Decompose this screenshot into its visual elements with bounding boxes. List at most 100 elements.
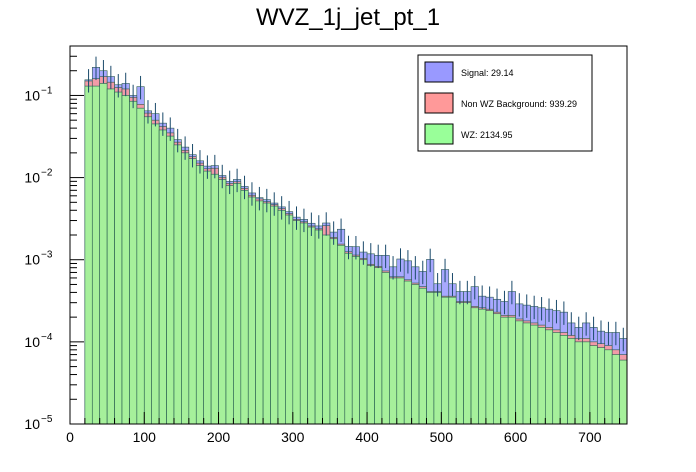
bar-wz xyxy=(166,135,175,425)
bar-wz xyxy=(589,345,598,425)
y-tick-exponent: −2 xyxy=(41,168,53,179)
legend-label: Signal: 29.14 xyxy=(461,68,514,78)
bar-wz xyxy=(485,310,494,425)
bar-wz xyxy=(493,313,502,425)
y-tick-exponent: −5 xyxy=(41,414,53,425)
bar-wz xyxy=(351,256,360,425)
bar-wz xyxy=(233,183,242,425)
bar-wz xyxy=(195,165,204,425)
bar-wz xyxy=(381,272,390,425)
x-tick-label: 700 xyxy=(578,429,602,445)
bar-wz xyxy=(559,335,568,425)
bar-wz xyxy=(500,316,509,425)
bar-wz xyxy=(389,277,398,425)
bar-wz xyxy=(403,280,412,425)
bar-wz xyxy=(322,234,331,425)
bar-wz xyxy=(470,307,479,425)
bar-wz xyxy=(433,292,442,425)
bar-wz xyxy=(545,329,554,425)
bar-wz xyxy=(411,284,420,425)
bar-wz xyxy=(530,324,539,425)
bar-wz xyxy=(285,214,294,425)
bar-wz xyxy=(307,226,316,425)
bar-wz xyxy=(225,185,234,425)
bar-wz xyxy=(344,252,353,425)
bar-wz xyxy=(218,179,227,425)
bar-wz xyxy=(418,287,427,425)
y-axis: 10−510−410−310−210−1 xyxy=(24,45,84,432)
bar-wz xyxy=(567,338,576,425)
bar-wz xyxy=(478,308,487,425)
bar-wz xyxy=(552,332,561,425)
bar-wz xyxy=(329,238,338,425)
bar-wz xyxy=(604,349,613,425)
y-tick-label: 10 xyxy=(24,334,40,350)
bar-wz xyxy=(106,88,115,425)
bar-wz xyxy=(143,116,152,425)
bar-wz xyxy=(337,244,346,425)
x-tick-label: 300 xyxy=(281,429,305,445)
bar-wz xyxy=(463,302,472,425)
bar-wz xyxy=(270,205,279,425)
bar-wz xyxy=(396,277,405,425)
bar-wz xyxy=(582,341,591,425)
bar-wz xyxy=(359,259,368,425)
bar-wz xyxy=(366,265,375,425)
bar-wz xyxy=(136,107,145,425)
y-tick-label: 10 xyxy=(24,416,40,432)
legend-label: WZ: 2134.95 xyxy=(461,130,513,140)
y-tick-label: 10 xyxy=(24,170,40,186)
bar-wz xyxy=(299,222,308,425)
bar-wz xyxy=(247,196,256,425)
bar-wz xyxy=(129,100,138,425)
bar-wz xyxy=(240,190,249,425)
x-tick-label: 200 xyxy=(207,429,231,445)
bar-wz xyxy=(210,173,219,425)
y-tick-exponent: −1 xyxy=(41,85,53,96)
x-axis: 0 100 200 300 400 500 600 700 xyxy=(66,412,621,445)
bar-wz xyxy=(203,170,212,425)
legend-swatch xyxy=(424,92,454,114)
bar-wz xyxy=(448,296,457,425)
bar-wz xyxy=(574,341,583,425)
bar-wz xyxy=(537,327,546,425)
x-tick-label: 400 xyxy=(355,429,379,445)
bar-wz xyxy=(426,292,435,425)
bar-wz xyxy=(292,220,301,425)
y-tick-exponent: −4 xyxy=(41,332,53,343)
bar-wz xyxy=(121,95,130,425)
bar-wz xyxy=(277,209,286,425)
bar-wz xyxy=(91,85,101,425)
legend: Signal: 29.14 Non WZ Background: 939.29 WZ… xyxy=(417,54,593,152)
bar-wz xyxy=(173,144,182,425)
bar-wz xyxy=(515,320,524,425)
bar-wz xyxy=(374,267,383,425)
bar-wz xyxy=(181,152,190,425)
legend-swatch xyxy=(424,123,454,145)
y-tick-label: 10 xyxy=(24,252,40,268)
bar-wz xyxy=(596,347,606,425)
bar-wz xyxy=(619,359,628,425)
x-tick-label: 0 xyxy=(66,429,74,445)
bar-wz xyxy=(262,202,271,425)
bar-wz xyxy=(99,83,108,425)
bar-wz xyxy=(455,302,464,425)
legend-label: Non WZ Background: 939.29 xyxy=(461,99,577,109)
bar-wz xyxy=(522,322,531,425)
x-tick-label: 500 xyxy=(430,429,454,445)
legend-swatch xyxy=(424,61,454,83)
bar-wz xyxy=(151,123,160,425)
bar-wz xyxy=(84,85,93,425)
bar-wz xyxy=(114,91,123,425)
bar-wz xyxy=(255,200,264,425)
bar-wz xyxy=(441,296,450,425)
y-tick-exponent: −3 xyxy=(41,250,53,261)
y-tick-label: 10 xyxy=(24,87,40,103)
x-tick-label: 600 xyxy=(504,429,528,445)
bar-wz xyxy=(507,316,516,425)
bar-wz xyxy=(314,229,323,425)
x-tick-label: 100 xyxy=(133,429,157,445)
bar-wz xyxy=(611,354,620,425)
bar-wz xyxy=(188,158,197,425)
